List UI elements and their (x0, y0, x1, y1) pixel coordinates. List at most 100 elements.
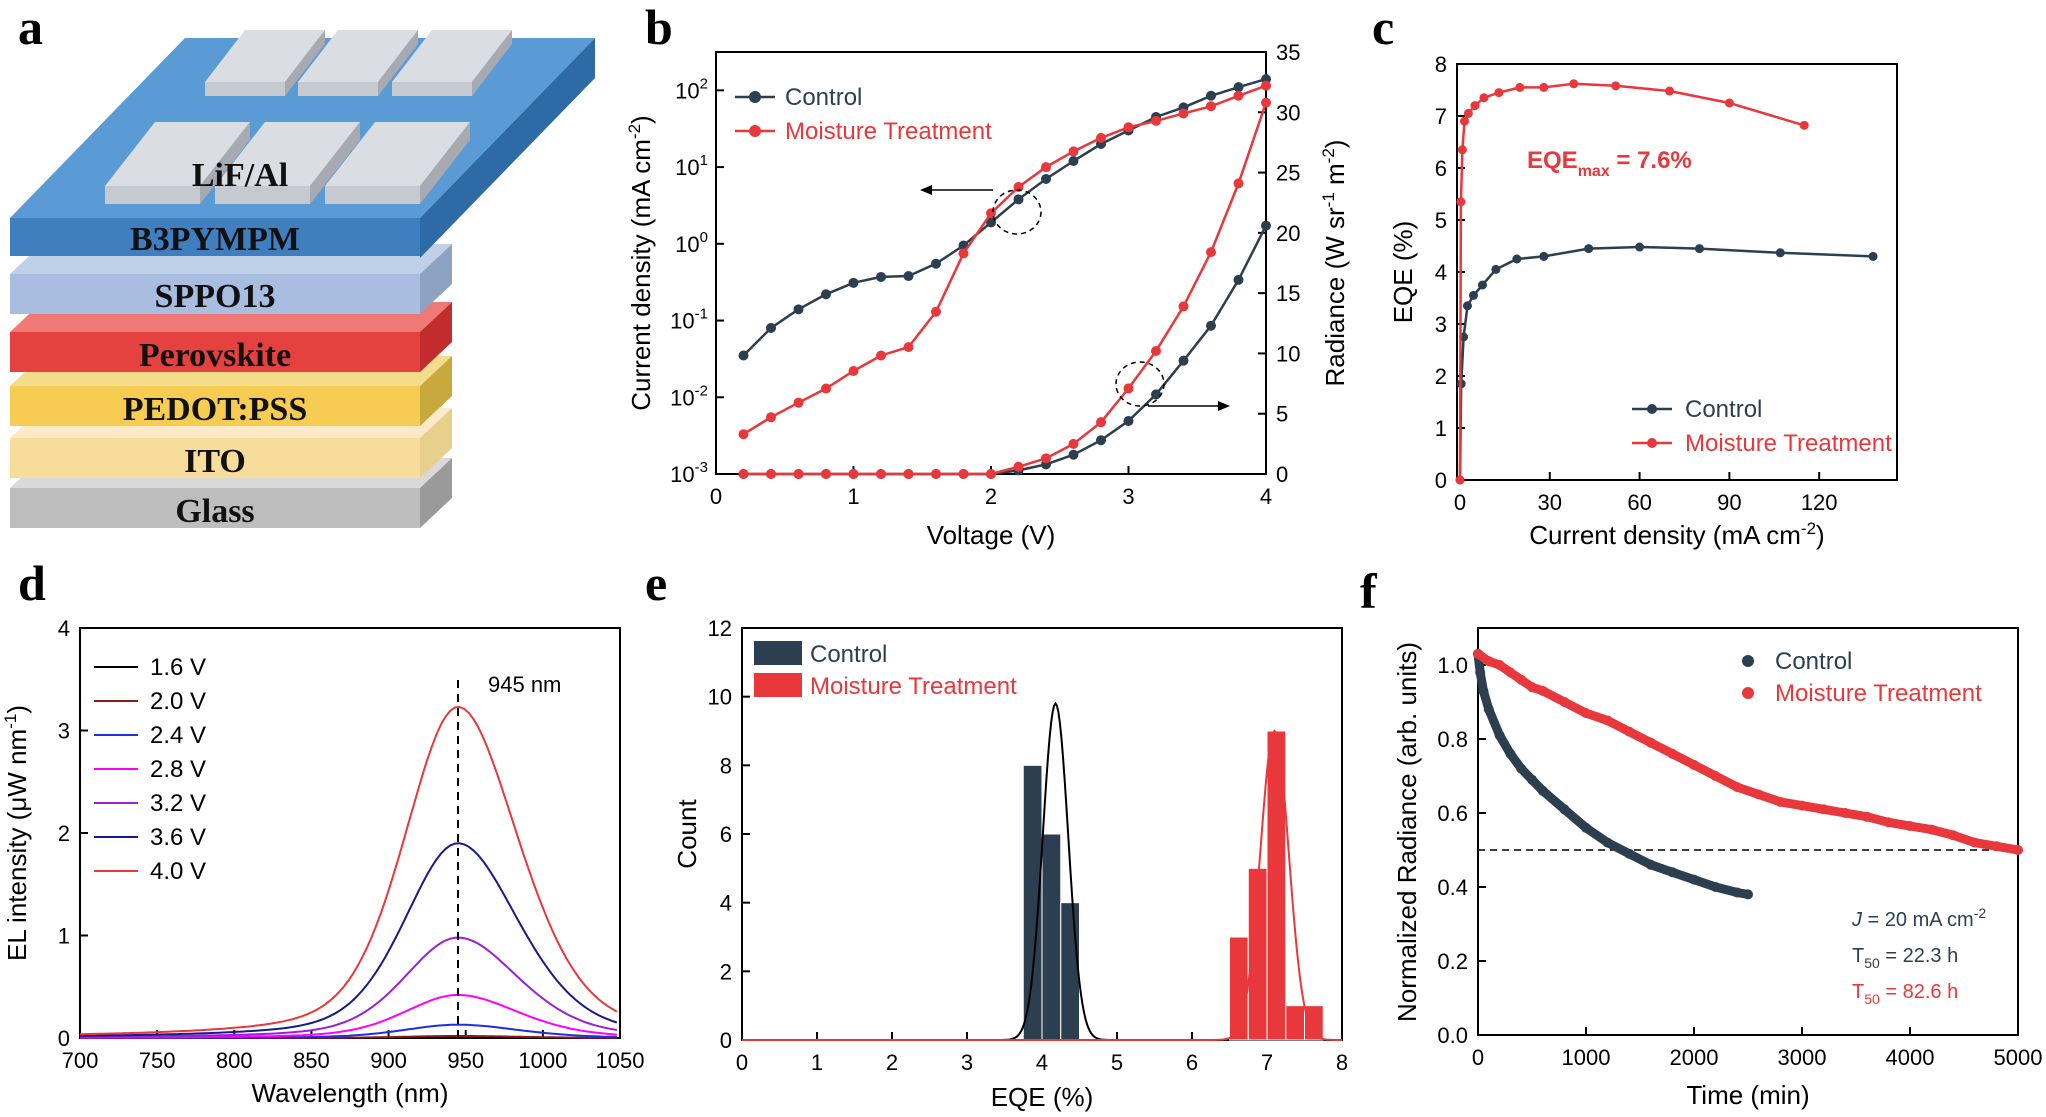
data-point (1667, 867, 1678, 878)
x-tick-label: 4 (1036, 1050, 1048, 1075)
data-point (2013, 845, 2023, 855)
data-point (1883, 817, 1894, 828)
y-tick-label: 4 (720, 891, 732, 916)
data-point (1724, 98, 1734, 108)
data-point (1456, 197, 1466, 207)
tick-exponent: 2 (700, 75, 708, 92)
x-tick-label: 0 (710, 484, 722, 509)
x-tick-label: 90 (1717, 490, 1741, 515)
annotation-circle (1115, 361, 1165, 407)
data-point (958, 248, 969, 259)
data-point (1041, 453, 1051, 464)
data-point (1559, 697, 1570, 707)
data-point (1581, 708, 1591, 719)
panel-f-stability: f 0 1000 2000 3000 4000 5000 0.0 0.2 0.4 0.6 0.8 1.… (1360, 563, 2042, 1110)
x-tick-label: 4 (1260, 484, 1272, 509)
panel-label-a: a (18, 0, 43, 55)
panel-label-c: c (1372, 0, 1394, 55)
y-tick-label: 2 (1435, 364, 1447, 389)
x-tick-label: 4000 (1886, 1045, 1935, 1070)
data-point (986, 208, 996, 219)
data-point (1233, 274, 1244, 285)
layer-label-glass: Glass (175, 493, 254, 530)
electrode (205, 30, 325, 96)
data-point (903, 271, 914, 282)
electrode (298, 30, 418, 96)
legend-moisture: Moisture Treatment (1775, 680, 1982, 707)
spectrum-line-3 (80, 994, 617, 1039)
data-point (1013, 194, 1024, 205)
data-point (1624, 848, 1635, 859)
data-point (1468, 290, 1478, 300)
y-tick-label: 5 (1435, 208, 1447, 233)
data-point (1261, 97, 1271, 108)
data-point (1123, 122, 1134, 133)
eqe-max-annotation: EQEmax = 7.6% (1527, 147, 1692, 180)
histogram-bar (1060, 902, 1080, 1041)
x-tick-label: 0 (1454, 490, 1466, 515)
legend-entry: 2.4 V (150, 722, 206, 749)
y-tick-label: 8 (720, 753, 732, 778)
data-point (1775, 248, 1785, 258)
data-point (821, 469, 831, 479)
data-point (1667, 748, 1678, 759)
tick-exponent: 1 (700, 152, 708, 169)
y-tick-label: 0 (58, 1026, 70, 1051)
series-line-right-3 (743, 102, 1268, 476)
y-axis-label: Normalized Radiance (arb. units) (1392, 642, 1422, 1022)
y-tick-label: 1.0 (1437, 653, 1468, 678)
data-point (1151, 115, 1161, 126)
data-point (1178, 108, 1189, 119)
tick-base: 10 (670, 385, 694, 410)
panel-c-eqe: c 0 30 60 90 120 0 1 2 3 4 5 6 7 8 EQEmax = 7.6% Cont… (1372, 0, 1898, 550)
legend-entry: 2.8 V (150, 756, 206, 783)
data-point (793, 397, 804, 408)
data-point (1537, 785, 1548, 796)
electrode (325, 122, 470, 204)
data-point (1478, 685, 1489, 696)
legend-control: Control (1775, 648, 1852, 675)
data-point (1206, 247, 1216, 258)
x-tick-label: 30 (1538, 490, 1562, 515)
x-tick-label: 3 (961, 1050, 973, 1075)
data-point (1494, 660, 1505, 670)
x-tick-label: 1 (847, 484, 859, 509)
peak-annotation: 945 nm (488, 672, 561, 697)
note-t50-control: T50 = 22.3 h (1852, 945, 1958, 971)
y-tick-label: 1 (58, 924, 70, 949)
data-point (1151, 389, 1161, 400)
y-tick-label: 4 (1435, 260, 1447, 285)
data-point (1068, 146, 1079, 157)
data-point (1732, 887, 1743, 898)
x-tick-label: 120 (1801, 490, 1838, 515)
y-tick-label-right: 30 (1276, 100, 1300, 125)
data-point (1775, 796, 1786, 807)
y-tick-label: 6 (1435, 156, 1447, 181)
data-point (1261, 80, 1271, 91)
data-point (1840, 808, 1851, 818)
spectrum-line-5 (79, 842, 618, 1037)
data-point (1505, 748, 1516, 759)
y-tick-label: 2 (58, 821, 70, 846)
gaussian-fit-1 (742, 729, 1342, 1041)
data-point (1233, 90, 1244, 101)
x-tick-label: 750 (139, 1048, 176, 1073)
legend-control: Control (810, 641, 887, 668)
y-tick-label-left: 10-3 (670, 459, 708, 487)
y-tick-label: 0 (720, 1028, 732, 1053)
data-point (766, 412, 776, 423)
annotation-circle (992, 189, 1042, 235)
electrode (215, 122, 360, 204)
tick-base: 10 (670, 309, 694, 334)
y-tick-label-right: 5 (1276, 402, 1288, 427)
data-point (1991, 841, 2002, 852)
data-point (1463, 108, 1473, 118)
x-tick-label: 8 (1336, 1050, 1348, 1075)
legend: Control Moisture Treatment (1742, 648, 1982, 707)
data-point (1477, 280, 1487, 290)
data-point (1483, 656, 1494, 667)
data-point (876, 271, 886, 282)
y-axis-label-right: Radiance (W sr-1 m-2) (1319, 140, 1350, 387)
axis-ticks: 700 750 800 850 900 950 1000 1050 0 1 2 3 4 (58, 616, 645, 1073)
